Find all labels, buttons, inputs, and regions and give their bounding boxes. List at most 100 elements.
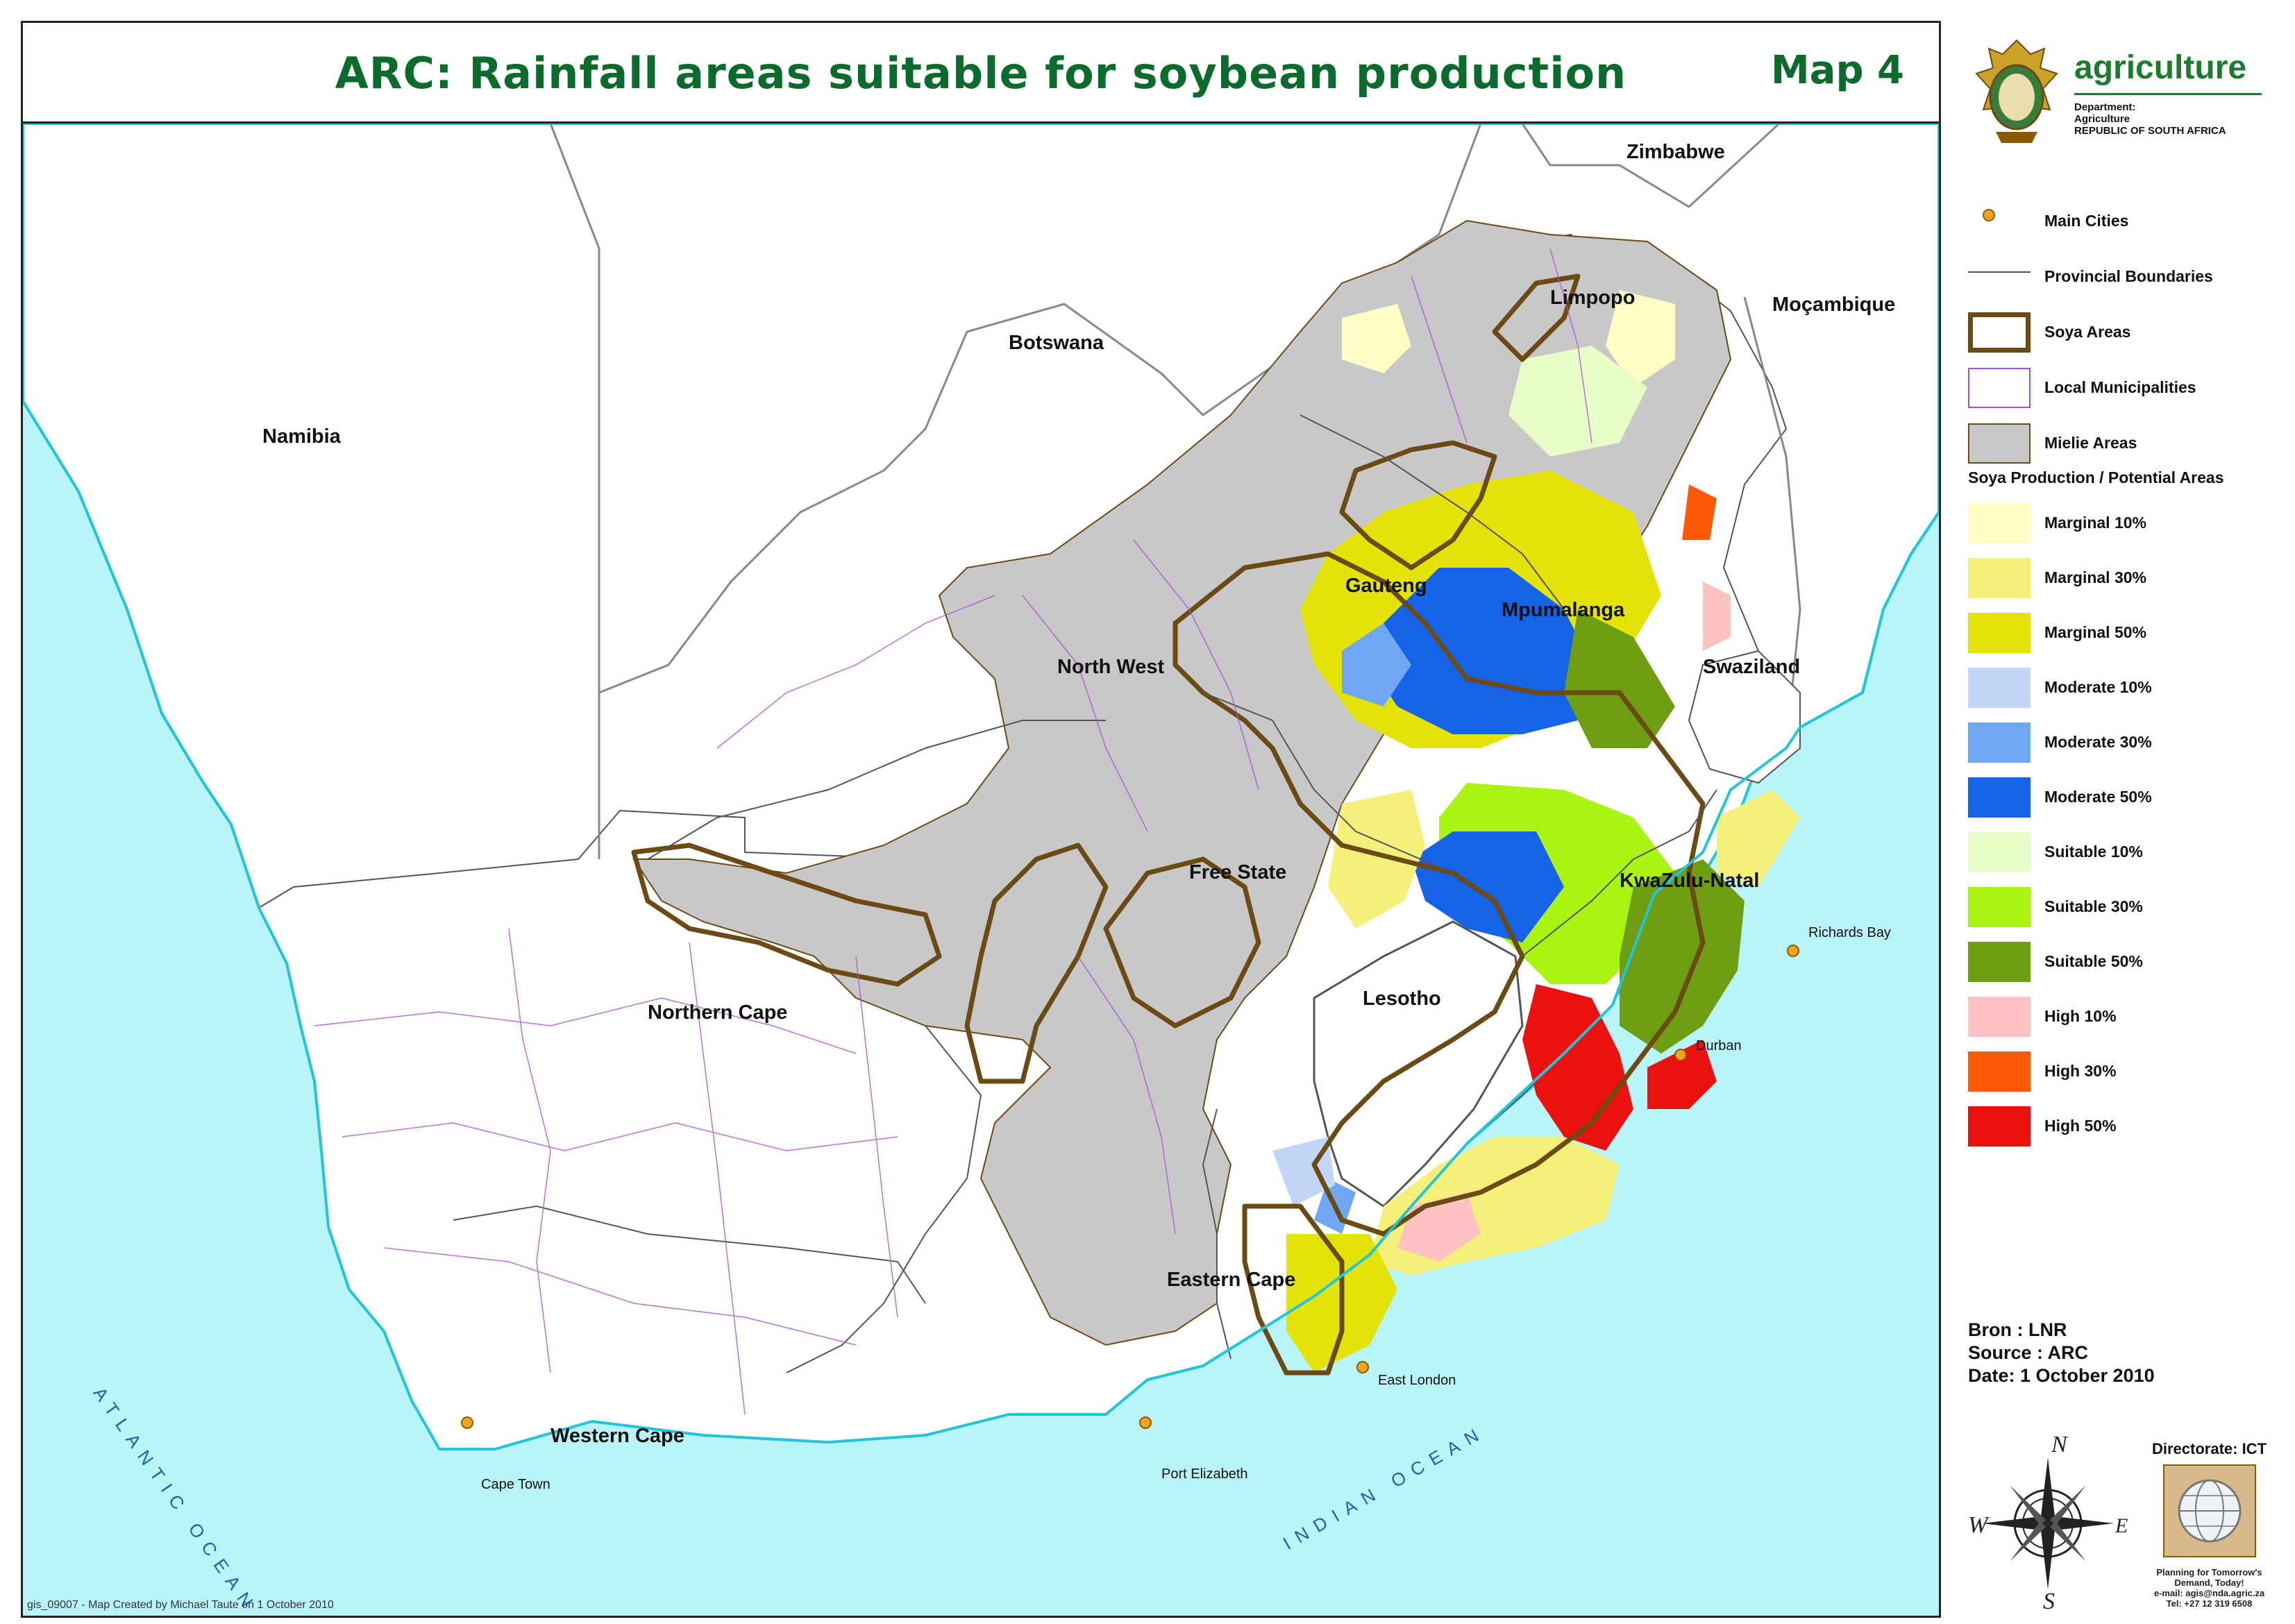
map-number: Map 4 bbox=[1770, 48, 1904, 93]
class-color-swatch bbox=[1968, 722, 2031, 763]
tagline-line-1: Planning for Tomorrow's bbox=[2156, 1567, 2262, 1578]
class-label: High 30% bbox=[2044, 1062, 2117, 1080]
city-marker-durban bbox=[1674, 1049, 1687, 1061]
city-marker-cape-town bbox=[461, 1416, 473, 1429]
label-mocambique: Moçambique bbox=[1772, 294, 1896, 316]
label-east-london: East London bbox=[1378, 1373, 1456, 1388]
map-title: ARC: Rainfall areas suitable for soybean… bbox=[335, 48, 1627, 99]
soya-classes-heading: Soya Production / Potential Areas bbox=[1968, 468, 2224, 487]
source-block: Bron : LNR Source : ARC Date: 1 October … bbox=[1968, 1319, 2155, 1387]
zimbabwe-border bbox=[1521, 124, 1781, 208]
class-label: High 50% bbox=[2044, 1117, 2117, 1135]
directorate-title: Directorate: ICT bbox=[2151, 1440, 2267, 1457]
compass-east: E bbox=[2115, 1514, 2128, 1537]
legend-class-row: Moderate 10% bbox=[1968, 664, 2280, 708]
class-label: Suitable 30% bbox=[2044, 897, 2143, 915]
label-botswana: Botswana bbox=[1009, 332, 1104, 354]
label-free-state: Free State bbox=[1189, 861, 1287, 883]
mozambique-border bbox=[1743, 296, 1801, 749]
mielie-swatch bbox=[1968, 423, 2031, 464]
legend-mielie-areas: Mielie Areas bbox=[1968, 420, 2280, 464]
label-northern-cape: Northern Cape bbox=[648, 1001, 788, 1024]
legend-local-municipalities: Local Municipalities bbox=[1968, 364, 2280, 408]
directorate-block: Directorate: ICT Planning for Tomorrow's… bbox=[2135, 1440, 2284, 1609]
compass-south: S bbox=[2043, 1589, 2055, 1610]
brand-underline bbox=[2074, 93, 2262, 95]
boundary-line-icon bbox=[1968, 271, 2031, 273]
class-label: Marginal 10% bbox=[2044, 514, 2146, 532]
class-label: Moderate 50% bbox=[2044, 788, 2152, 806]
legend-class-row: High 30% bbox=[1968, 1048, 2280, 1092]
legend-label: Soya Areas bbox=[2044, 323, 2131, 341]
soya-area-outlines bbox=[631, 273, 1706, 1376]
legend-label: Main Cities bbox=[2044, 212, 2129, 230]
lesotho-shape bbox=[1313, 920, 1524, 1208]
legend-class-row: Marginal 30% bbox=[1968, 555, 2280, 598]
legend-class-row: Moderate 50% bbox=[1968, 774, 2280, 818]
legend-class-row: Moderate 30% bbox=[1968, 719, 2280, 763]
city-point-icon bbox=[1983, 209, 1995, 221]
city-marker-port-elizabeth bbox=[1139, 1416, 1152, 1429]
compass-west: W bbox=[1968, 1512, 1990, 1538]
map-frame: ARC: Rainfall areas suitable for soybean… bbox=[21, 21, 1941, 1618]
legend-label: Local Municipalities bbox=[2044, 378, 2196, 396]
provincial-boundaries bbox=[453, 414, 1717, 1373]
label-zimbabwe: Zimbabwe bbox=[1626, 141, 1725, 163]
municipal-swatch bbox=[1968, 368, 2031, 408]
legend-soya-areas: Soya Areas bbox=[1968, 309, 2280, 353]
class-label: Marginal 30% bbox=[2044, 568, 2146, 586]
legend-class-row: High 50% bbox=[1968, 1103, 2280, 1147]
label-north-west: North West bbox=[1057, 656, 1165, 678]
soya-outline-swatch bbox=[1968, 312, 2031, 353]
city-marker-richards-bay bbox=[1787, 945, 1799, 957]
dept-line-1: Department: bbox=[2074, 101, 2136, 113]
dept-line-2: Agriculture bbox=[2074, 113, 2130, 125]
class-label: Suitable 10% bbox=[2044, 843, 2143, 861]
coat-of-arms-logo bbox=[1975, 39, 2058, 143]
map-canvas bbox=[23, 124, 1939, 1616]
legend-label: Mielie Areas bbox=[2044, 434, 2137, 452]
label-kwazulu-natal: KwaZulu-Natal bbox=[1620, 870, 1760, 892]
title-bar: ARC: Rainfall areas suitable for soybean… bbox=[23, 23, 1939, 124]
class-color-swatch bbox=[1968, 997, 2031, 1037]
legend-class-row: Marginal 50% bbox=[1968, 609, 2280, 653]
class-color-swatch bbox=[1968, 668, 2031, 708]
label-limpopo: Limpopo bbox=[1550, 287, 1636, 309]
department-text: Department: Agriculture REPUBLIC OF SOUT… bbox=[2074, 101, 2226, 137]
label-durban: Durban bbox=[1696, 1038, 1742, 1054]
label-western-cape: Western Cape bbox=[550, 1425, 684, 1447]
class-color-swatch bbox=[1968, 503, 2031, 543]
legend-class-row: Suitable 50% bbox=[1968, 938, 2280, 982]
map-credit: gis_09007 - Map Created by Michael Taute… bbox=[27, 1599, 334, 1611]
label-richards-bay: Richards Bay bbox=[1808, 925, 1891, 940]
legend-main-cities: Main Cities bbox=[1968, 198, 2280, 239]
tagline-line-2: Demand, Today! bbox=[2174, 1578, 2244, 1588]
directorate-tagline: Planning for Tomorrow's Demand, Today! e… bbox=[2135, 1567, 2284, 1609]
legend-panel: agriculture Department: Agriculture REPU… bbox=[1958, 21, 2284, 1614]
class-color-swatch bbox=[1968, 832, 2031, 872]
city-marker-east-london bbox=[1356, 1361, 1369, 1373]
class-label: Moderate 30% bbox=[2044, 733, 2152, 751]
label-lesotho: Lesotho bbox=[1363, 988, 1441, 1010]
legend-label: Provincial Boundaries bbox=[2044, 267, 2213, 285]
source-bron: Bron : LNR bbox=[1968, 1319, 2067, 1340]
label-cape-town: Cape Town bbox=[481, 1477, 550, 1492]
class-color-swatch bbox=[1968, 613, 2031, 653]
class-color-swatch bbox=[1968, 942, 2031, 982]
legend-class-row: Suitable 10% bbox=[1968, 829, 2280, 872]
class-label: Moderate 10% bbox=[2044, 678, 2152, 696]
label-eastern-cape: Eastern Cape bbox=[1167, 1269, 1296, 1291]
city-markers bbox=[461, 945, 1799, 1429]
coastline bbox=[23, 400, 1939, 1450]
class-color-swatch bbox=[1968, 558, 2031, 598]
local-municipalities bbox=[314, 248, 1592, 1415]
directorate-tel: Tel: +27 12 319 6508 bbox=[2166, 1598, 2253, 1609]
compass-rose-icon: N S W E bbox=[1968, 1437, 2128, 1610]
botswana-namibia-border bbox=[549, 124, 600, 859]
legend-provincial-boundaries: Provincial Boundaries bbox=[1968, 253, 2280, 295]
legend-class-row: High 10% bbox=[1968, 993, 2280, 1037]
legend-class-row: Suitable 30% bbox=[1968, 883, 2280, 927]
label-mpumalanga: Mpumalanga bbox=[1502, 599, 1625, 621]
class-color-swatch bbox=[1968, 1051, 2031, 1092]
class-label: Marginal 50% bbox=[2044, 623, 2146, 641]
